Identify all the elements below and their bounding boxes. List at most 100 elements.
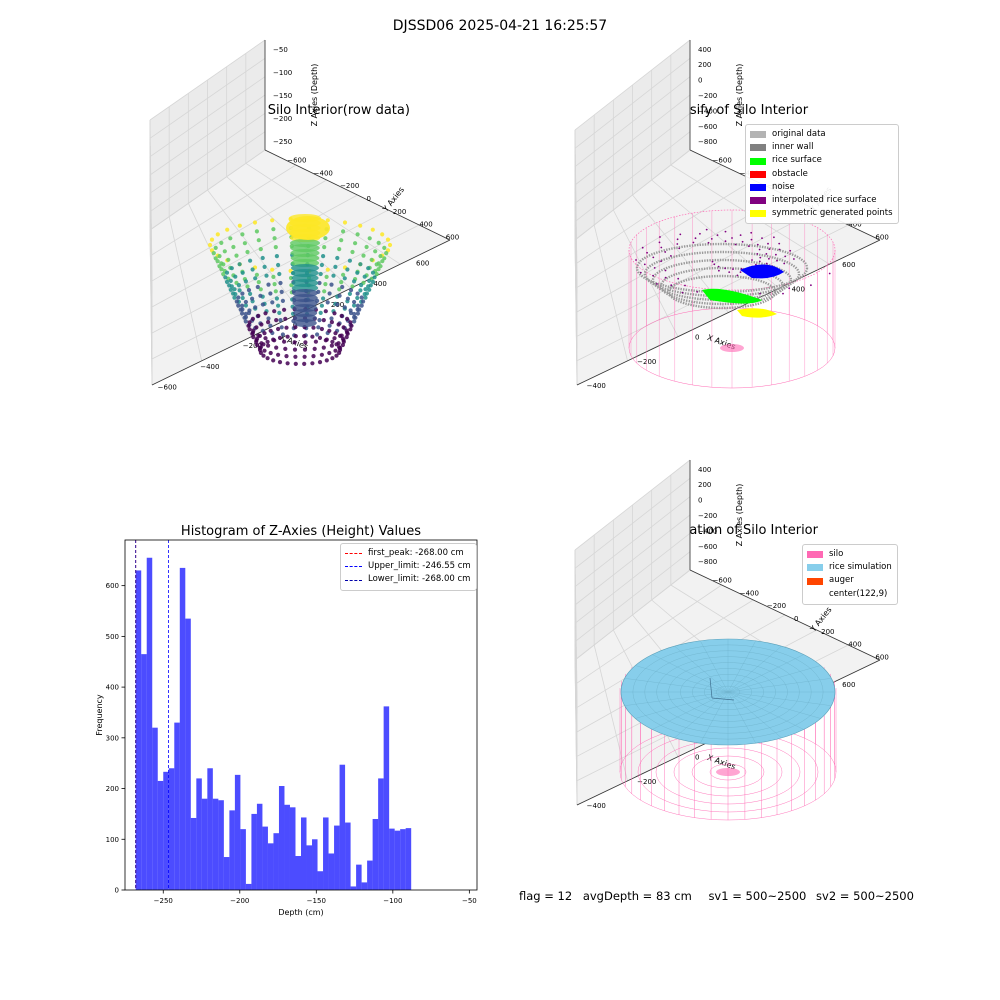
raw-scatter-point — [268, 350, 273, 356]
classify-interpolated-point — [761, 237, 763, 240]
raw-scatter-point — [276, 303, 281, 308]
histogram-bar — [350, 886, 357, 890]
raw-scatter-point — [256, 280, 261, 285]
raw-scatter-point — [272, 309, 277, 314]
raw-y-tick-label: −400 — [314, 169, 333, 177]
simulation-z-tick-label: 200 — [698, 481, 711, 489]
raw-scatter-point — [337, 287, 342, 292]
raw-scatter-point — [315, 332, 320, 337]
raw-scatter-point — [215, 232, 220, 237]
raw-scatter-point — [368, 283, 373, 288]
raw-scatter-point — [361, 299, 366, 304]
classify-interpolated-point — [758, 248, 761, 251]
simulation-auger — [709, 677, 713, 699]
raw-scatter-point — [270, 218, 275, 223]
raw-scatter-point — [221, 262, 226, 267]
raw-scatter-point — [323, 282, 328, 287]
legend-line — [345, 553, 362, 555]
raw-scatter-point — [311, 325, 316, 330]
raw-scatter-point — [265, 356, 270, 361]
classify-3d-plot: 3D classify of Silo Interior −400−200020… — [560, 39, 920, 480]
raw-scatter-point — [319, 303, 324, 308]
histogram-legend-item: first_peak: -268.00 cm — [345, 547, 471, 560]
classify-interpolated-point — [736, 274, 739, 277]
classify-legend-item: rice surface — [750, 154, 893, 167]
raw-scatter-point — [372, 275, 377, 280]
raw-scatter-point — [283, 316, 288, 321]
simulation-y-tick-label: 600 — [875, 654, 888, 662]
classify-interpolated-point — [793, 258, 795, 260]
classify-silo-center — [720, 344, 744, 352]
raw-scatter-point — [348, 288, 354, 293]
raw-scatter-point — [221, 272, 226, 277]
raw-scatter-point — [228, 278, 233, 283]
raw-scatter-point — [327, 291, 332, 296]
classify-interpolated-point — [639, 271, 642, 274]
raw-scatter-point — [207, 242, 213, 248]
histogram-bar — [185, 618, 191, 890]
raw-scatter-point — [341, 272, 346, 277]
histogram-bar — [295, 856, 301, 890]
classify-interpolated-point — [767, 242, 769, 245]
legend-swatch — [750, 131, 766, 139]
raw-scatter-point — [327, 323, 332, 328]
raw-scatter-point — [257, 333, 262, 338]
raw-scatter-point — [254, 272, 259, 277]
classify-interpolated-point — [684, 284, 686, 287]
histogram-bar — [367, 860, 373, 890]
raw-y-tick-label: −200 — [340, 182, 359, 190]
raw-scatter-point — [340, 336, 345, 341]
legend-swatch — [750, 170, 766, 178]
raw-scatter-point — [255, 336, 260, 341]
raw-scatter-point — [284, 354, 289, 359]
raw-plot-canvas: −600−400−2000200400600−600−400−200020040… — [149, 39, 459, 392]
raw-scatter-point — [271, 358, 276, 363]
raw-scatter-point — [237, 223, 242, 228]
histogram-bar — [345, 822, 351, 890]
raw-scatter-point — [243, 311, 248, 317]
simulation-z-tick-label: −600 — [698, 543, 717, 551]
raw-scatter-point — [270, 267, 275, 272]
raw-scatter-point — [358, 223, 363, 228]
raw-scatter-point — [325, 300, 330, 305]
simulation-rice-mesh — [727, 691, 782, 739]
raw-scatter-point — [367, 236, 372, 241]
classify-interpolated-point — [713, 263, 716, 266]
simulation-rice-mesh — [635, 665, 729, 693]
raw-scatter-point — [246, 288, 252, 293]
raw-scatter-point — [274, 296, 279, 301]
raw-scatter-point — [265, 339, 270, 344]
histogram-bar — [251, 813, 257, 890]
classify-original-data — [659, 266, 785, 306]
simulation-silo-floor-ring — [673, 747, 783, 797]
raw-scatter-point — [329, 282, 334, 287]
raw-scatter-point — [363, 287, 368, 292]
legend-label: rice simulation — [829, 562, 892, 573]
raw-scatter-point — [317, 318, 322, 323]
raw-scatter-point — [274, 345, 279, 350]
histogram-y-axis-label: Frequency — [95, 694, 104, 736]
figure-title: DJSSD06 2025-04-21 16:25:57 — [392, 18, 608, 34]
histogram-bar — [223, 857, 230, 890]
classify-interpolated-point — [678, 247, 681, 250]
histogram-legend-item: Upper_limit: -246.55 cm — [345, 560, 471, 573]
raw-scatter-point — [321, 296, 326, 301]
raw-scatter-point — [293, 319, 317, 327]
classify-interpolated-point — [759, 256, 762, 259]
classify-z-tick-label: 0 — [698, 77, 702, 85]
classify-interpolated-point — [776, 259, 778, 262]
raw-scatter-point — [276, 352, 281, 357]
raw-scatter-point — [329, 343, 334, 348]
raw-scatter-point — [280, 298, 285, 303]
simulation-y-axis-line — [689, 569, 881, 661]
raw-scatter-point — [251, 328, 256, 333]
histogram-bar — [378, 778, 384, 890]
raw-scatter-point — [286, 216, 330, 240]
simulation-y-tick-label: −200 — [767, 602, 786, 610]
histogram-canvas: −250 −200 −150 −100 −50 0 100 200 300 400 500 600 De… — [95, 539, 478, 917]
raw-scatter-point — [258, 287, 263, 292]
raw-scatter-point — [293, 361, 298, 366]
classify-interpolated-point — [784, 255, 787, 258]
raw-scatter-point — [342, 276, 347, 281]
raw-scatter-point — [243, 299, 248, 305]
